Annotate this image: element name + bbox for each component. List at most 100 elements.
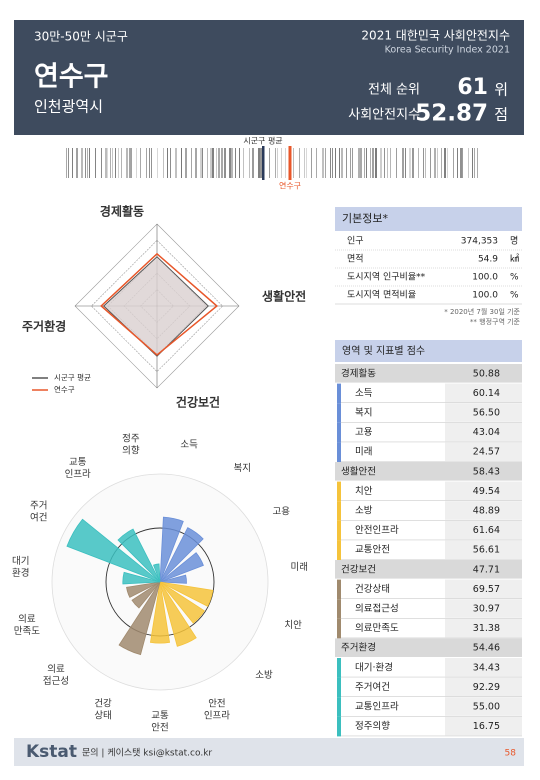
header-box: [14, 20, 524, 135]
strip-line: [444, 148, 446, 178]
domain-row: [335, 462, 522, 481]
strip-line: [409, 148, 411, 178]
strip-line: [121, 148, 122, 178]
strip-line: [157, 148, 158, 178]
strip-line: [477, 148, 478, 178]
indicator-score: 31.38: [473, 623, 500, 634]
polar-bar: [118, 581, 161, 656]
strip-line: [447, 148, 448, 178]
indicator-name: 소득: [355, 388, 373, 399]
info-unit: %: [510, 273, 519, 283]
strip-line: [112, 148, 113, 178]
strip-line: [269, 148, 270, 178]
polar-bar: [159, 581, 214, 607]
strip-line: [115, 148, 116, 178]
domain-score: 50.88: [473, 368, 500, 379]
strip-line: [330, 148, 331, 178]
polar-label: 인프라: [204, 710, 230, 721]
strip-line: [175, 148, 177, 178]
info-value: 374,353: [461, 237, 498, 247]
radar-series: [100, 252, 219, 356]
strip-line: [437, 148, 438, 178]
indicator-score-cell: [445, 422, 522, 442]
strip-line: [252, 148, 254, 178]
strip-line: [425, 148, 426, 178]
strip-line: [460, 148, 462, 178]
indicator-score: 92.29: [473, 682, 500, 693]
strip-line: [72, 148, 73, 178]
indicator-score: 34.43: [473, 662, 500, 673]
strip-line: [299, 148, 300, 178]
indicator-score: 60.14: [473, 388, 500, 399]
indicator-bar: [337, 716, 341, 737]
indicator-bar: [337, 618, 341, 639]
domain-name: 경제활동: [341, 367, 376, 379]
strip-line: [405, 148, 406, 178]
polar-bar: [159, 574, 187, 584]
strip-line: [149, 148, 150, 178]
strip-line: [346, 148, 347, 178]
strip-line: [358, 148, 360, 178]
strip-line: [412, 148, 414, 178]
region: 연수구: [34, 62, 109, 93]
rank: 61: [457, 75, 488, 100]
rank-unit: 위: [494, 81, 508, 99]
info-header: [335, 207, 522, 231]
strip-line: [281, 148, 282, 178]
strip-line: [231, 148, 233, 178]
strip-line: [87, 148, 88, 178]
strip-line: [360, 148, 362, 178]
strip-line: [339, 148, 340, 178]
info-label: 인구: [347, 236, 364, 247]
strip-line: [202, 148, 203, 178]
polar-label: 건강: [94, 698, 112, 709]
radar-axis-label: 건강보건: [176, 395, 220, 410]
strip-line: [163, 148, 164, 178]
radar-axis-label: 생활안전: [262, 289, 306, 304]
indicator-score: 43.04: [473, 427, 500, 438]
indicator-name: 교통안전: [355, 545, 390, 556]
indicator-bar: [337, 540, 341, 560]
polar-label: 교통: [69, 457, 87, 468]
polar-label: 안전: [208, 698, 225, 709]
strip-line: [210, 148, 212, 178]
distribution-strip: [66, 146, 478, 180]
strip-line: [472, 148, 473, 178]
footer-logo: Kstat: [26, 742, 77, 762]
strip-line: [462, 148, 463, 178]
indicator-name: 정주의향: [355, 720, 390, 732]
strip-line: [304, 148, 305, 178]
indicator-bar: [337, 383, 341, 404]
polar-bar: [126, 581, 161, 598]
polar-label: 여건: [30, 512, 47, 524]
strip-line: [468, 148, 469, 178]
strip-line: [396, 148, 397, 178]
strip-line: [229, 148, 231, 178]
indicator-name: 대기·환경: [355, 661, 393, 673]
strip-line: [335, 148, 336, 178]
strip-line: [105, 148, 107, 178]
polar-label: 안전: [151, 723, 168, 734]
strip-line: [167, 148, 168, 178]
indicator-score: 30.97: [473, 604, 500, 615]
strip-line: [239, 148, 240, 178]
indicator-bar: [337, 501, 341, 521]
polar-label: 소방: [255, 670, 273, 681]
strip-line: [218, 148, 220, 178]
strip-line: [110, 148, 111, 178]
indicator-score-cell: [445, 383, 522, 403]
footer-contact: 문의 | 케이스탯 ksi@kstat.co.kr: [82, 748, 212, 759]
polar-label: 주거: [30, 501, 47, 512]
indicator-name: 의료만족도: [355, 623, 399, 634]
info-label: 면적: [347, 253, 364, 265]
indicator-bar: [337, 442, 341, 462]
strip-line: [390, 148, 391, 178]
strip-line: [402, 148, 404, 178]
strip-line: [430, 148, 431, 178]
average-label: 시군구 평균: [243, 136, 282, 146]
indicator-score-cell: [445, 481, 522, 501]
strip-line: [453, 148, 454, 178]
strip-line: [316, 148, 317, 178]
strip-line: [207, 148, 208, 178]
info-unit: ㎢: [510, 254, 519, 265]
